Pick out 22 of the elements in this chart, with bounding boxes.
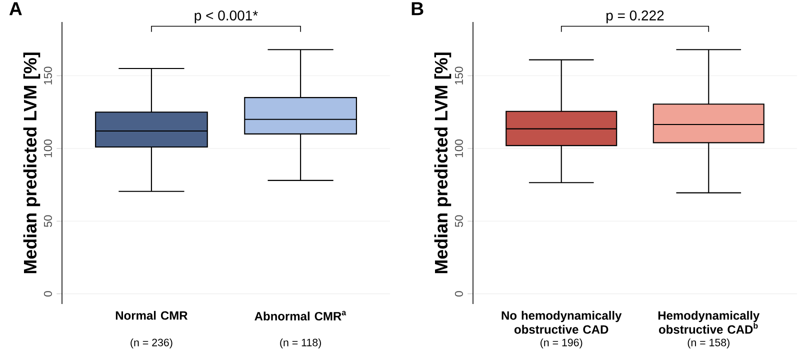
text: (n = 158)	[688, 338, 730, 348]
y-tick-label: 50	[44, 215, 52, 227]
y-tick-label: 100	[44, 139, 52, 158]
chart-title: B	[412, 2, 424, 16]
chart-title: A	[9, 2, 22, 16]
y-tick-label: 100	[454, 139, 463, 158]
y-axis-title: Median predicted LVM [%]	[434, 52, 452, 274]
y-tick-label: 0	[454, 291, 463, 297]
x-tick-label: Hemodynamically obstructive CAD$^{b}$	[658, 310, 760, 334]
annotation: p = 0.222	[606, 10, 664, 24]
y-axis-title: Median predicted LVM [%]	[23, 52, 40, 274]
y-tick-label: 150	[44, 66, 52, 84]
x-tick-label: Abnormal CMR$^{a}$	[254, 310, 346, 320]
y-tick-label: 150	[454, 66, 463, 84]
y-tick-label: 0	[44, 291, 52, 297]
text: (n = 118)	[280, 338, 321, 348]
text: (n = 196)	[540, 338, 582, 348]
y-tick-label: 50	[454, 215, 463, 227]
annotation: p < 0.001*	[194, 10, 258, 24]
x-tick-label: No hemodynamically obstructive CAD	[502, 310, 622, 334]
x-tick-label: Normal CMR	[116, 310, 188, 320]
text: (n = 236)	[130, 338, 172, 348]
